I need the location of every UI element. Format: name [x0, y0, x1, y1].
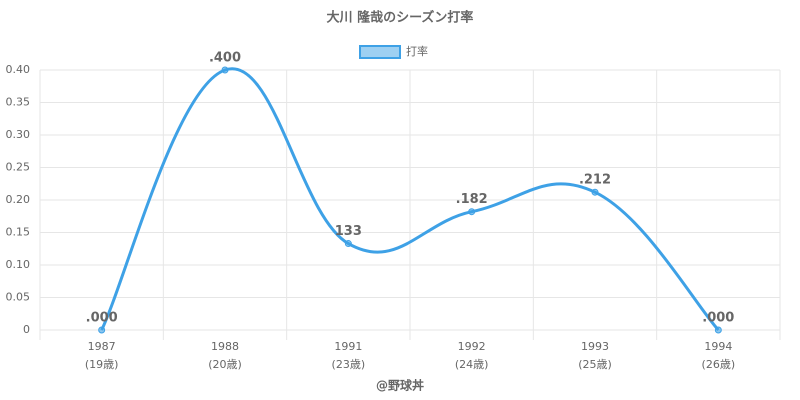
x-tick-label: 1992 [458, 340, 486, 353]
y-tick-label: 0.05 [6, 291, 31, 304]
x-tick-sublabel: (20歳) [208, 358, 242, 371]
point [221, 66, 229, 74]
x-tick-label: 1988 [211, 340, 239, 353]
x-tick-sublabel: (26歳) [702, 358, 736, 371]
y-tick-label: 0.40 [6, 63, 31, 76]
value-label: .400 [209, 51, 241, 66]
value-label: 133 [335, 224, 362, 239]
chart-title: 大川 隆哉のシーズン打率 [327, 10, 474, 26]
y-tick-label: 0 [23, 323, 30, 336]
x-tick-sublabel: (19歳) [85, 358, 119, 371]
source: @野球丼 [376, 378, 424, 393]
point [344, 240, 352, 248]
point [591, 188, 599, 196]
y-tick-label: 0.30 [6, 128, 31, 141]
line [100, 67, 720, 331]
value-label: .000 [86, 311, 118, 326]
x-tick-label: 1991 [334, 340, 362, 353]
value-label: .212 [579, 173, 611, 188]
x-tick-label: 1993 [581, 340, 609, 353]
y-tick-label: 0.25 [6, 161, 31, 174]
point [714, 326, 722, 334]
x-tick-label: 1994 [704, 340, 732, 353]
x-tick-sublabel: (24歳) [455, 358, 489, 371]
point [468, 208, 476, 216]
legend-label: 打率 [406, 44, 428, 58]
y-tick-label: 0.10 [6, 258, 31, 271]
legend-swatch [359, 45, 401, 59]
x-tick-label: 1987 [88, 340, 116, 353]
x-tick-sublabel: (23歳) [332, 358, 366, 371]
point [98, 326, 106, 334]
value-label: .000 [702, 311, 734, 326]
y-tick-label: 0.20 [6, 193, 31, 206]
x-tick-sublabel: (25歳) [578, 358, 612, 371]
y-tick-label: 0.35 [6, 96, 31, 109]
y-tick-label: 0.15 [6, 226, 31, 239]
value-label: .182 [456, 192, 488, 207]
